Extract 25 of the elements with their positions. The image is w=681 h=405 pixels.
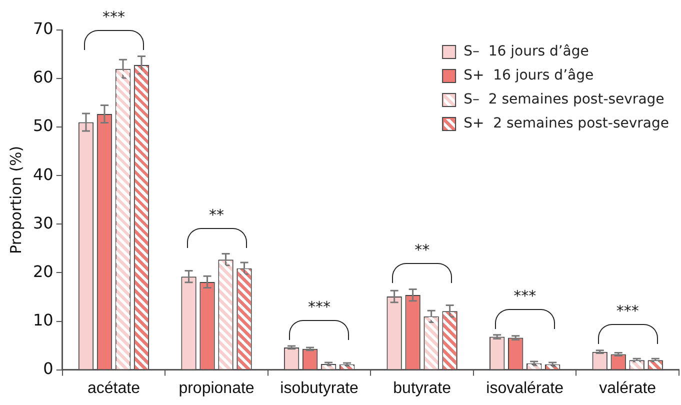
annotation: **: [209, 206, 224, 224]
legend-label: S+ 2 semaines post-sevrage: [464, 116, 670, 132]
y-tick-label: 70: [33, 19, 54, 38]
y-tick-label: 40: [33, 164, 54, 184]
x-tick-label: butyrate: [393, 380, 452, 397]
y-tick-label: 10: [33, 310, 54, 330]
x-tick-label: propionate: [178, 380, 254, 397]
y-tick-label: 20: [33, 262, 54, 281]
x-tick-label: acétate: [88, 380, 140, 397]
x-tick-label: isobutyrate: [280, 380, 359, 397]
x-tick-label: valérate: [599, 380, 656, 397]
x-tick-label: isovalérate: [486, 380, 564, 397]
annotation: **: [414, 241, 430, 260]
y-tick-label: 30: [33, 213, 54, 232]
y-tick-label: 50: [33, 116, 54, 136]
legend-label: S– 16 jours d’âge: [464, 44, 589, 60]
y-axis-title: Proportion (%): [6, 146, 25, 254]
text: ***: [102, 8, 125, 26]
annotation: ***: [514, 286, 536, 305]
y-tick-label: 60: [33, 68, 54, 87]
annotation: ***: [308, 298, 331, 316]
annotation: ***: [616, 302, 639, 320]
legend-label: S+ 16 jours d’âge: [464, 68, 594, 84]
legend-label: S– 2 semaines post-sevrage: [464, 92, 664, 108]
y-tick-label: 0: [43, 358, 54, 378]
